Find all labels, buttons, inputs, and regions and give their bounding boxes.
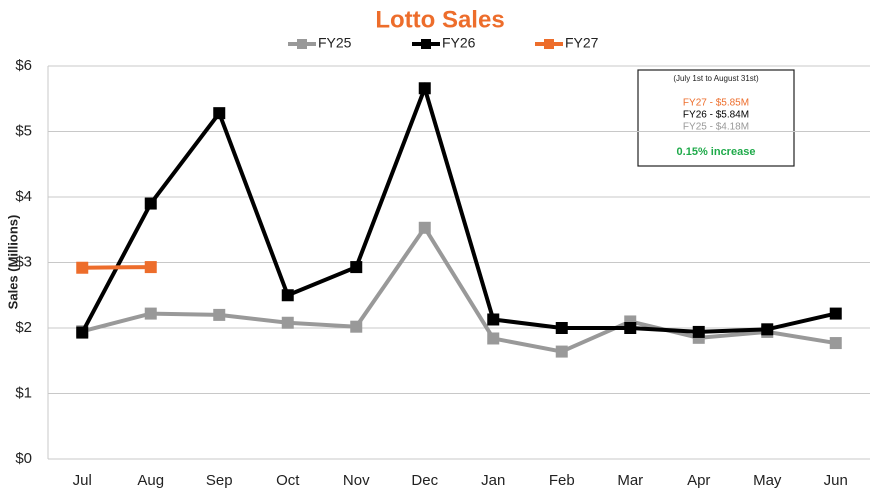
data-point <box>555 345 568 358</box>
x-tick-label: Jun <box>824 472 848 489</box>
x-tick-label: Aug <box>137 472 164 489</box>
y-tick-label: $5 <box>15 122 32 139</box>
legend-marker <box>421 39 431 49</box>
x-tick-label: Nov <box>343 472 370 489</box>
legend-marker <box>544 39 554 49</box>
legend-label: FY27 <box>565 35 599 51</box>
data-point <box>76 261 89 274</box>
data-point <box>829 307 842 320</box>
data-point <box>487 332 500 345</box>
data-point <box>350 320 363 333</box>
series-line <box>81 224 837 354</box>
data-point <box>692 325 705 338</box>
x-tick-label: Sep <box>206 472 233 489</box>
annotation-line: FY26 - $5.84M <box>683 110 749 121</box>
annotation-summary: 0.15% increase <box>677 146 756 158</box>
annotation-line: FY27 - $5.85M <box>683 98 749 109</box>
series-line <box>80 82 837 334</box>
data-point <box>418 221 431 234</box>
x-tick-label: Jan <box>481 472 505 489</box>
series-line <box>82 265 151 270</box>
data-point <box>624 322 637 334</box>
data-point <box>350 261 363 274</box>
x-tick-label: Dec <box>411 472 438 489</box>
data-point <box>144 197 157 210</box>
y-axis-label: Sales (Millions) <box>5 215 20 310</box>
data-point <box>213 107 226 120</box>
annotation-note: (July 1st to August 31st) <box>673 74 759 83</box>
annotation-box <box>637 69 795 167</box>
data-point <box>418 82 431 95</box>
y-tick-label: $4 <box>15 188 32 205</box>
data-point <box>487 313 500 326</box>
x-tick-label: Apr <box>687 472 710 489</box>
y-tick-label: $2 <box>15 319 32 336</box>
data-point <box>213 308 226 321</box>
data-point <box>76 326 89 339</box>
y-tick-label: $1 <box>15 384 32 401</box>
data-point <box>281 289 294 302</box>
x-tick-label: Oct <box>276 472 300 489</box>
data-point <box>281 316 294 329</box>
chart-title: Lotto Sales <box>375 6 504 33</box>
data-point <box>761 323 774 336</box>
annotation-line: FY25 - $4.18M <box>683 122 749 133</box>
data-point <box>144 261 157 274</box>
legend-marker <box>297 39 307 49</box>
data-point <box>555 322 568 334</box>
x-tick-label: Feb <box>549 472 575 489</box>
y-tick-label: $3 <box>15 253 32 270</box>
legend-label: FY25 <box>318 35 352 51</box>
data-point <box>144 307 157 320</box>
legend-label: FY26 <box>442 35 476 51</box>
x-tick-label: Mar <box>617 472 643 489</box>
y-tick-label: $0 <box>15 450 32 467</box>
x-tick-label: Jul <box>73 472 92 489</box>
y-tick-label: $6 <box>15 57 32 74</box>
data-point <box>829 337 842 350</box>
x-tick-label: May <box>753 472 782 489</box>
